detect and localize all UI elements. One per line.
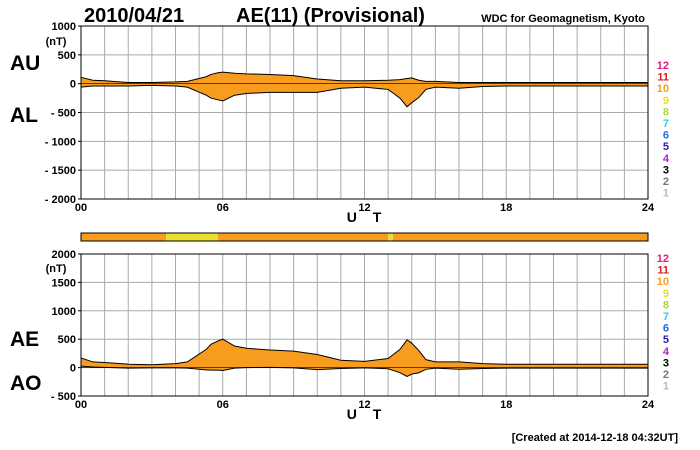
au-al-x-tick-label: 18 bbox=[500, 202, 512, 214]
au-al-grid bbox=[81, 26, 648, 199]
ae-ao-fill-area bbox=[81, 339, 648, 377]
ae-ao-unit-label: (nT) bbox=[46, 263, 67, 275]
ae-side-label: AE bbox=[10, 328, 39, 351]
au-al-x-ticks: 00 06 12 18 24 bbox=[75, 202, 655, 214]
legend-item-10: 10 bbox=[657, 276, 669, 288]
ae-ao-x-tick-label: 18 bbox=[500, 399, 512, 411]
al-side-label: AL bbox=[10, 104, 38, 127]
legend-item-8: 8 bbox=[663, 299, 669, 311]
legend-item-3: 3 bbox=[663, 357, 669, 369]
ae-ao-y-ticks: 2000 1500 1000 500 0 - 500 bbox=[51, 249, 81, 403]
ae-ao-x-tick-label: 24 bbox=[642, 399, 655, 411]
au-al-x-tick-label: 06 bbox=[217, 202, 229, 214]
legend-item-2: 2 bbox=[663, 369, 669, 381]
activity-bar-segment bbox=[166, 233, 219, 241]
created-timestamp: [Created at 2014-12-18 04:32UT] bbox=[512, 432, 679, 444]
activity-bar bbox=[80, 232, 649, 242]
au-side-label: AU bbox=[10, 52, 40, 75]
au-al-y-tick-label: 500 bbox=[58, 50, 76, 62]
au-al-fill-area bbox=[81, 72, 648, 107]
ae-ao-y-tick-label: 2000 bbox=[52, 249, 76, 261]
legend-item-6: 6 bbox=[663, 323, 669, 335]
legend-item-1: 1 bbox=[663, 188, 669, 200]
ae-ao-y-tick-label: 500 bbox=[58, 334, 76, 346]
ae-ao-series-ao bbox=[80, 365, 648, 377]
ae-ao-area bbox=[80, 338, 648, 377]
legend-item-9: 9 bbox=[663, 95, 669, 107]
legend-item-5: 5 bbox=[663, 334, 669, 346]
legend-item-1: 1 bbox=[663, 381, 669, 393]
au-al-y-tick-label: 1000 bbox=[52, 21, 76, 33]
ao-side-label: AO bbox=[10, 372, 42, 395]
au-al-y-tick-label: - 1500 bbox=[45, 165, 76, 177]
au-al-y-tick-label: - 2000 bbox=[45, 194, 76, 206]
legend-item-4: 4 bbox=[663, 346, 670, 358]
au-al-y-tick-label: - 500 bbox=[51, 108, 76, 120]
au-al-x-tick-label: 12 bbox=[358, 202, 370, 214]
ae-ao-series-ae bbox=[80, 338, 648, 366]
au-al-y-tick-label: - 1000 bbox=[45, 136, 76, 148]
chart-title: AE(11) (Provisional) bbox=[236, 5, 425, 27]
au-al-x-tick-label: 24 bbox=[642, 202, 655, 214]
ae-ao-y-tick-label: 0 bbox=[70, 363, 76, 375]
legend-item-12: 12 bbox=[657, 60, 669, 72]
legend-item-4: 4 bbox=[663, 153, 670, 165]
ae-ao-y-tick-label: 1500 bbox=[52, 277, 76, 289]
ae-ao-y-tick-label: - 500 bbox=[51, 391, 76, 403]
legend-item-6: 6 bbox=[663, 130, 669, 142]
ae-ao-x-axis-label: U T bbox=[347, 406, 388, 422]
activity-bar-segment bbox=[392, 233, 648, 241]
legend-item-10: 10 bbox=[657, 83, 669, 95]
activity-bar-frame bbox=[80, 232, 649, 242]
ae-ao-x-tick-label: 00 bbox=[75, 399, 87, 411]
legend-item-3: 3 bbox=[663, 164, 669, 176]
legend-item-12: 12 bbox=[657, 253, 669, 265]
activity-bar-segment bbox=[81, 233, 167, 241]
ae-ao-x-tick-label: 06 bbox=[217, 399, 229, 411]
ae-ao-x-ticks: 00 06 12 18 24 bbox=[75, 399, 655, 411]
ae-ao-x-tick-label: 12 bbox=[358, 399, 370, 411]
au-al-series-al bbox=[80, 84, 648, 108]
au-al-area bbox=[80, 71, 648, 108]
date-label: 2010/04/21 bbox=[84, 5, 184, 27]
activity-bar-segment bbox=[388, 233, 393, 241]
ae-ao-plot-frame bbox=[80, 253, 649, 397]
legend-item-8: 8 bbox=[663, 106, 669, 118]
legend-item-7: 7 bbox=[663, 311, 669, 323]
activity-bar-segment bbox=[218, 233, 389, 241]
legend-item-5: 5 bbox=[663, 141, 669, 153]
au-al-y-tick-label: 0 bbox=[70, 79, 76, 91]
legend-item-9: 9 bbox=[663, 288, 669, 300]
ae-ao-grid bbox=[81, 254, 648, 396]
au-al-series-au bbox=[80, 71, 648, 84]
au-al-unit-label: (nT) bbox=[46, 36, 67, 48]
org-label: WDC for Geomagnetism, Kyoto bbox=[481, 13, 645, 25]
au-al-x-tick-label: 00 bbox=[75, 202, 87, 214]
au-al-y-ticks: 1000 500 0 - 500 - 1000 - 1500 - 2000 bbox=[45, 21, 81, 206]
legend-item-7: 7 bbox=[663, 118, 669, 130]
legend-item-2: 2 bbox=[663, 176, 669, 188]
legend-item-11: 11 bbox=[657, 72, 669, 84]
legend-item-11: 11 bbox=[657, 265, 669, 277]
au-al-x-axis-label: U T bbox=[347, 209, 388, 225]
ae-ao-y-tick-label: 1000 bbox=[52, 306, 76, 318]
